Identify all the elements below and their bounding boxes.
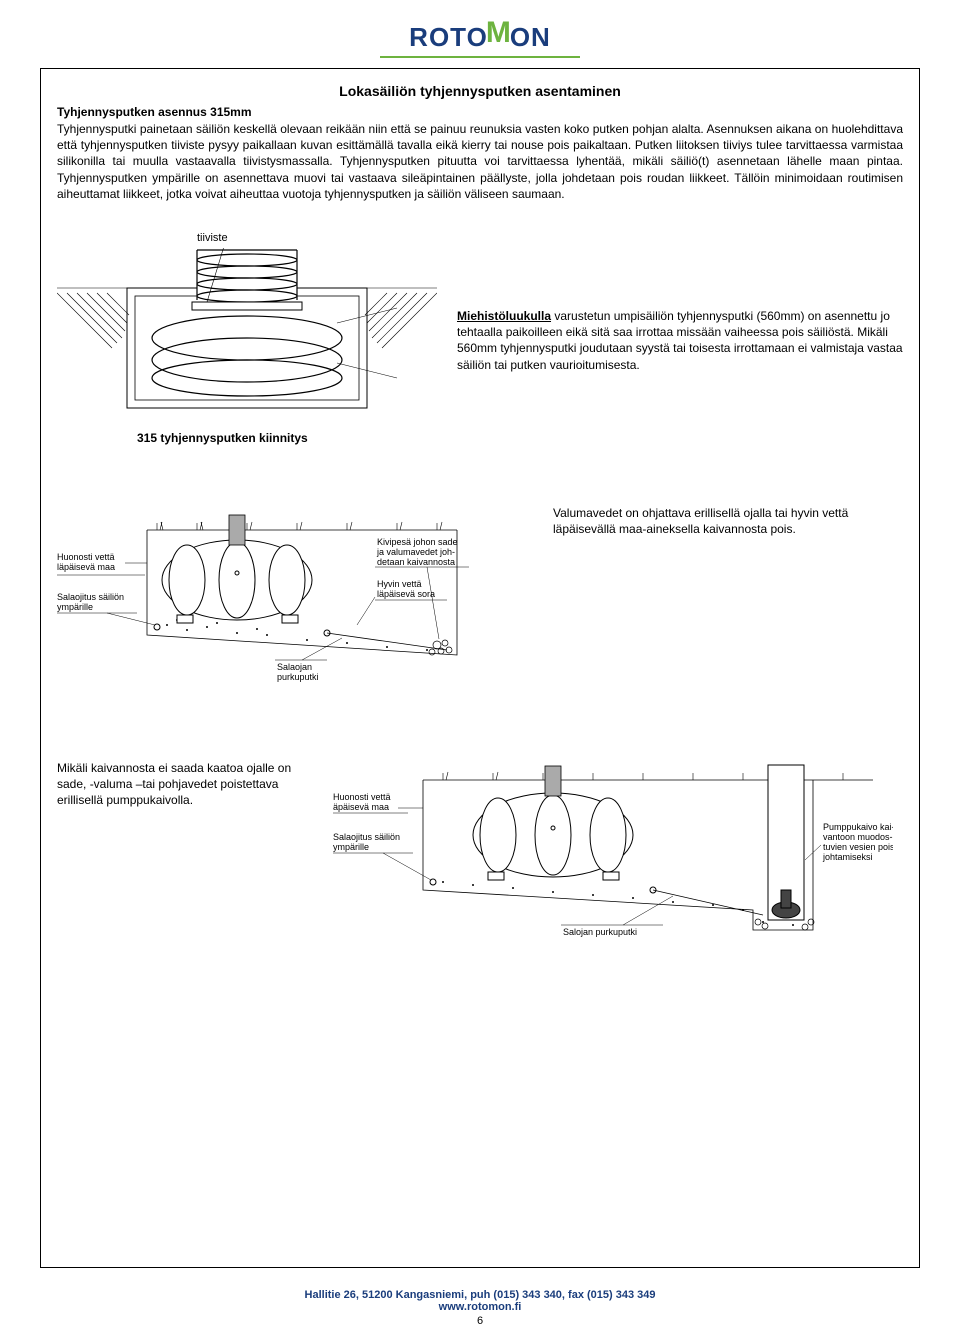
logo-underline bbox=[380, 56, 580, 58]
svg-text:ympärille: ympärille bbox=[333, 842, 369, 852]
svg-text:tuvien vesien pois-: tuvien vesien pois- bbox=[823, 842, 893, 852]
svg-text:äpäisevä maa: äpäisevä maa bbox=[333, 802, 389, 812]
diagram2-block: Huonosti vettä läpäisevä maa Salaojitus … bbox=[57, 505, 903, 700]
svg-text:läpäisevä sora: läpäisevä sora bbox=[377, 589, 435, 599]
diagram1-block: tiiviste bbox=[57, 232, 903, 445]
svg-text:vantoon muodos-: vantoon muodos- bbox=[823, 832, 893, 842]
svg-text:Pumppukaivo kai-: Pumppukaivo kai- bbox=[823, 822, 893, 832]
diagram1-side-text: Miehistöluukulla varustetun umpisäiliön … bbox=[457, 248, 903, 373]
svg-text:Salojan purkuputki: Salojan purkuputki bbox=[563, 927, 637, 937]
svg-text:ja valumavedet joh-: ja valumavedet joh- bbox=[376, 547, 455, 557]
logo-m: M bbox=[486, 16, 512, 50]
logo-part2: ON bbox=[510, 22, 551, 53]
sub-heading: Tyhjennysputken asennus 315mm bbox=[57, 105, 903, 119]
svg-text:Salaojan: Salaojan bbox=[277, 662, 312, 672]
svg-text:detaan kaivannosta: detaan kaivannosta bbox=[377, 557, 455, 567]
diagram1-caption: 315 tyhjennysputken kiinnitys bbox=[137, 431, 437, 445]
svg-text:läpäisevä maa: läpäisevä maa bbox=[57, 562, 115, 572]
svg-text:Huonosti vettä: Huonosti vettä bbox=[333, 792, 391, 802]
tiiviste-label: tiiviste bbox=[197, 232, 903, 244]
diagram2-svg: Huonosti vettä läpäisevä maa Salaojitus … bbox=[57, 505, 537, 700]
logo-text: ROTOMON bbox=[409, 20, 551, 54]
diagram2-side-text: Valumavedet on ohjattava erillisellä oja… bbox=[553, 505, 903, 537]
svg-text:Salaojitus säiliön: Salaojitus säiliön bbox=[57, 592, 124, 602]
diagram3-left-text: Mikäli kaivannosta ei saada kaatoa ojall… bbox=[57, 760, 317, 809]
diagram1-svg: 315 tyhjennysputken kiinnitys bbox=[57, 248, 437, 445]
svg-text:Huonosti vettä: Huonosti vettä bbox=[57, 552, 115, 562]
page: ROTOMON Lokasäiliön tyhjennysputken asen… bbox=[0, 0, 960, 1342]
svg-text:ympärille: ympärille bbox=[57, 602, 93, 612]
svg-text:johtamiseksi: johtamiseksi bbox=[822, 852, 873, 862]
content-frame: Lokasäiliön tyhjennysputken asentaminen … bbox=[40, 68, 920, 1268]
svg-text:purkuputki: purkuputki bbox=[277, 672, 319, 682]
logo: ROTOMON bbox=[40, 20, 920, 58]
footer-line2: www.rotomon.fi bbox=[0, 1301, 960, 1313]
diagram1-side-bold: Miehistöluukulla bbox=[457, 309, 551, 323]
page-number: 6 bbox=[0, 1315, 960, 1327]
diagram3-block: Mikäli kaivannosta ei saada kaatoa ojall… bbox=[57, 760, 903, 965]
svg-text:Hyvin vettä: Hyvin vettä bbox=[377, 579, 422, 589]
logo-part1: ROTO bbox=[409, 22, 488, 53]
section-title: Lokasäiliön tyhjennysputken asentaminen bbox=[57, 83, 903, 99]
footer-line1: Hallitie 26, 51200 Kangasniemi, puh (015… bbox=[0, 1289, 960, 1301]
footer: Hallitie 26, 51200 Kangasniemi, puh (015… bbox=[0, 1289, 960, 1327]
body-paragraph: Tyhjennysputki painetaan säiliön keskell… bbox=[57, 121, 903, 202]
diagram3-svg: Huonosti vettä äpäisevä maa Salaojitus s… bbox=[333, 760, 903, 965]
svg-text:Salaojitus säiliön: Salaojitus säiliön bbox=[333, 832, 400, 842]
svg-text:Kivipesä johon sade: Kivipesä johon sade bbox=[377, 537, 458, 547]
